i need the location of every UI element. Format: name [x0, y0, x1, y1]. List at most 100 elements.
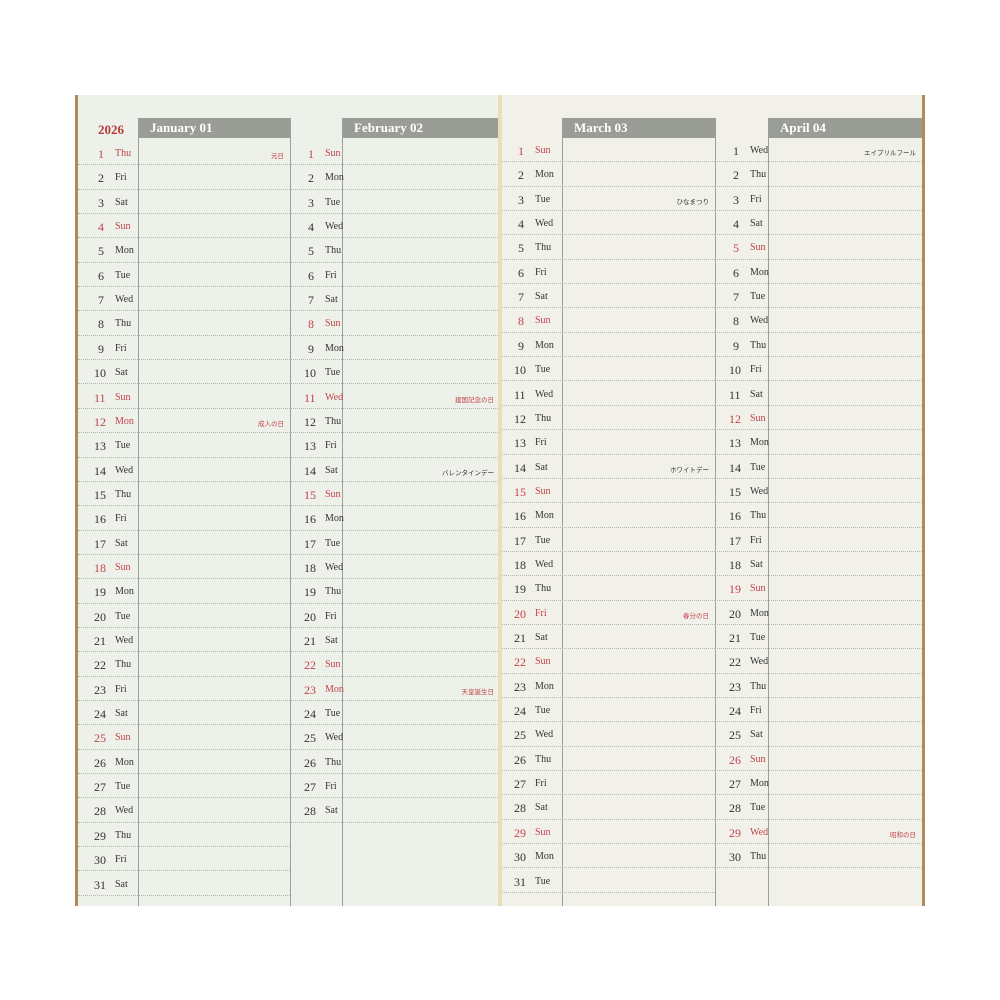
day-row[interactable]: 19 Thu — [500, 576, 715, 601]
day-row[interactable]: 7 Sat — [290, 287, 500, 312]
day-row[interactable]: 5 Thu — [290, 238, 500, 263]
day-row[interactable]: 14 Tue — [715, 455, 922, 479]
day-row[interactable]: 29 Wed 昭和の日 — [715, 820, 922, 845]
day-row[interactable]: 16 Thu — [715, 503, 922, 528]
day-row[interactable]: 27 Mon — [715, 771, 922, 796]
day-row[interactable]: 9 Mon — [500, 333, 715, 358]
day-row[interactable]: 28 Sat — [500, 795, 715, 820]
day-row[interactable]: 18 Sun — [78, 555, 290, 580]
day-row[interactable]: 6 Fri — [500, 260, 715, 285]
day-row[interactable]: 5 Mon — [78, 238, 290, 263]
day-row[interactable]: 15 Thu — [78, 482, 290, 507]
day-row[interactable]: 28 Tue — [715, 795, 922, 820]
day-row[interactable]: 19 Mon — [78, 579, 290, 604]
day-row[interactable]: 30 Fri — [78, 847, 290, 872]
day-row[interactable]: 2 Thu — [715, 162, 922, 187]
day-row[interactable]: 16 Mon — [290, 506, 500, 531]
day-row[interactable]: 14 Sat ホワイトデー — [500, 455, 715, 479]
day-row[interactable]: 11 Sat — [715, 382, 922, 406]
day-row[interactable]: 23 Fri — [78, 677, 290, 702]
day-row[interactable]: 2 Fri — [78, 165, 290, 190]
day-row[interactable]: 3 Tue — [290, 190, 500, 215]
day-row[interactable]: 9 Fri — [78, 336, 290, 361]
day-row[interactable]: 24 Sat — [78, 701, 290, 726]
day-row[interactable]: 8 Thu — [78, 311, 290, 336]
day-row[interactable]: 13 Tue — [78, 433, 290, 458]
day-row[interactable]: 17 Tue — [290, 531, 500, 555]
day-row[interactable]: 7 Sat — [500, 284, 715, 309]
day-row[interactable]: 8 Wed — [715, 308, 922, 333]
day-row[interactable]: 25 Sun — [78, 725, 290, 750]
day-row[interactable]: 13 Fri — [500, 430, 715, 455]
day-row[interactable]: 9 Thu — [715, 333, 922, 358]
day-row[interactable]: 30 Mon — [500, 844, 715, 869]
day-row[interactable]: 11 Sun — [78, 385, 290, 409]
day-row[interactable]: 21 Sat — [500, 625, 715, 650]
day-row[interactable]: 26 Mon — [78, 750, 290, 775]
day-row[interactable]: 11 Wed — [500, 382, 715, 406]
day-row[interactable]: 1 Sun — [500, 138, 715, 163]
day-row[interactable]: 23 Mon — [500, 674, 715, 699]
day-row[interactable]: 11 Wed 建国記念の日 — [290, 385, 500, 409]
day-row[interactable]: 18 Wed — [500, 552, 715, 577]
day-row[interactable]: 26 Thu — [500, 747, 715, 772]
day-row[interactable]: 4 Sat — [715, 211, 922, 236]
day-row[interactable]: 22 Sun — [290, 652, 500, 677]
day-row[interactable]: 25 Wed — [290, 725, 500, 750]
day-row[interactable]: 12 Thu — [500, 406, 715, 431]
day-row[interactable]: 19 Sun — [715, 576, 922, 601]
day-row[interactable]: 8 Sun — [500, 308, 715, 333]
day-row[interactable]: 17 Tue — [500, 528, 715, 552]
day-row[interactable]: 4 Sun — [78, 214, 290, 239]
day-row[interactable]: 5 Thu — [500, 235, 715, 260]
day-row[interactable]: 3 Sat — [78, 190, 290, 215]
day-row[interactable]: 29 Sun — [500, 820, 715, 845]
day-row[interactable]: 10 Fri — [715, 357, 922, 382]
day-row[interactable]: 6 Fri — [290, 263, 500, 288]
day-row[interactable]: 10 Sat — [78, 360, 290, 385]
day-row[interactable]: 1 Wed エイプリルフール — [715, 138, 922, 163]
day-row[interactable]: 22 Wed — [715, 649, 922, 674]
day-row[interactable]: 29 Thu — [78, 823, 290, 848]
day-row[interactable]: 16 Fri — [78, 506, 290, 531]
day-row[interactable]: 12 Sun — [715, 406, 922, 431]
day-row[interactable]: 20 Fri — [290, 604, 500, 628]
day-row[interactable]: 8 Sun — [290, 311, 500, 336]
day-row[interactable]: 7 Wed — [78, 287, 290, 312]
day-row[interactable]: 12 Thu — [290, 409, 500, 434]
day-row[interactable]: 6 Mon — [715, 260, 922, 285]
day-row[interactable]: 24 Tue — [500, 698, 715, 723]
day-row[interactable]: 15 Sun — [290, 482, 500, 507]
day-row[interactable]: 10 Tue — [290, 360, 500, 385]
day-row[interactable]: 21 Wed — [78, 628, 290, 653]
day-row[interactable]: 14 Sat バレンタインデー — [290, 458, 500, 482]
day-row[interactable]: 31 Tue — [500, 869, 715, 893]
day-row[interactable]: 14 Wed — [78, 458, 290, 482]
day-row[interactable]: 23 Mon 天皇誕生日 — [290, 677, 500, 702]
day-row[interactable]: 13 Fri — [290, 433, 500, 458]
day-row[interactable]: 1 Thu 元日 — [78, 141, 290, 166]
day-row[interactable]: 22 Thu — [78, 652, 290, 677]
day-row[interactable]: 24 Fri — [715, 698, 922, 723]
day-row[interactable]: 17 Sat — [78, 531, 290, 555]
day-row[interactable]: 27 Fri — [290, 774, 500, 799]
day-row[interactable]: 7 Tue — [715, 284, 922, 309]
day-row[interactable]: 15 Wed — [715, 479, 922, 504]
day-row[interactable]: 25 Wed — [500, 722, 715, 747]
day-row[interactable]: 9 Mon — [290, 336, 500, 361]
day-row[interactable]: 21 Sat — [290, 628, 500, 653]
day-row[interactable]: 20 Tue — [78, 604, 290, 628]
day-row[interactable]: 19 Thu — [290, 579, 500, 604]
day-row[interactable]: 1 Sun — [290, 141, 500, 166]
day-row[interactable]: 23 Thu — [715, 674, 922, 699]
day-row[interactable]: 26 Sun — [715, 747, 922, 772]
day-row[interactable]: 3 Fri — [715, 187, 922, 212]
day-row[interactable]: 22 Sun — [500, 649, 715, 674]
day-row[interactable]: 28 Wed — [78, 798, 290, 823]
day-row[interactable]: 24 Tue — [290, 701, 500, 726]
day-row[interactable]: 12 Mon 成人の日 — [78, 409, 290, 434]
day-row[interactable]: 27 Tue — [78, 774, 290, 799]
day-row[interactable]: 10 Tue — [500, 357, 715, 382]
day-row[interactable]: 6 Tue — [78, 263, 290, 288]
day-row[interactable]: 13 Mon — [715, 430, 922, 455]
